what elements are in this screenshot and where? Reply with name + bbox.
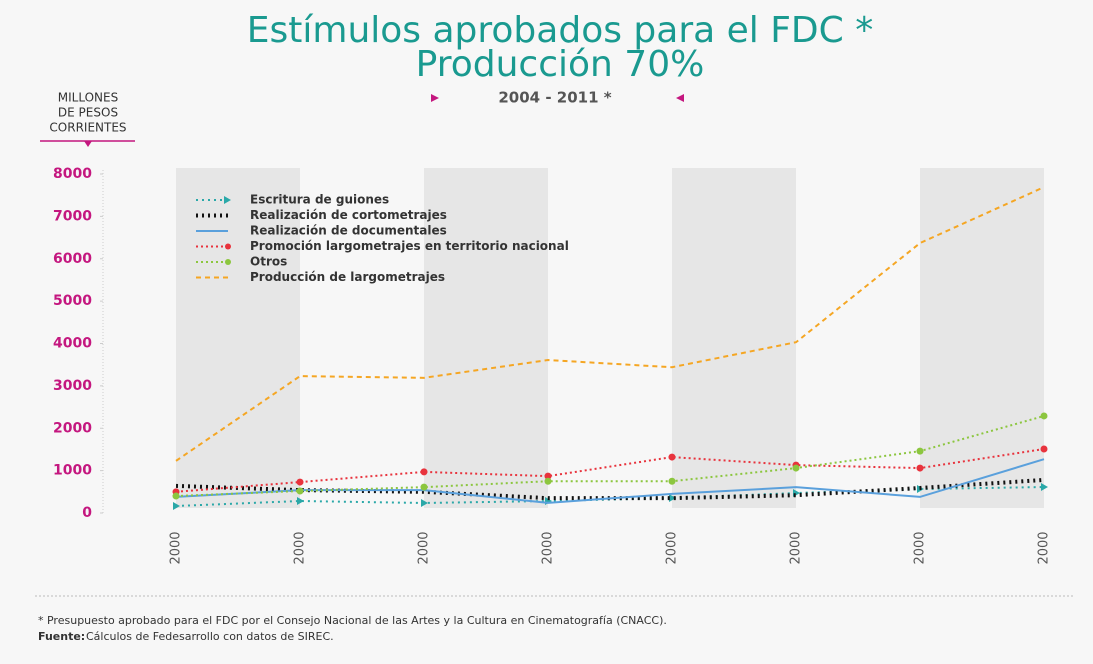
series-line xyxy=(175,486,1045,508)
y-axis-label: CORRIENTES xyxy=(49,121,126,135)
y-tick-label: 2000 xyxy=(53,420,92,436)
band xyxy=(920,168,1044,508)
series-line xyxy=(175,186,1045,462)
marker xyxy=(296,487,304,495)
marker xyxy=(1041,483,1048,492)
marker xyxy=(1040,412,1048,420)
legend-label: Producción de largometrajes xyxy=(250,270,445,284)
y-tick-label: 1000 xyxy=(53,463,92,479)
chart-title: Estímulos aprobados para el FDC * xyxy=(247,10,873,51)
marker xyxy=(421,498,428,507)
y-tick-label: 3000 xyxy=(53,378,92,394)
legend-marker xyxy=(225,243,231,250)
marker xyxy=(916,464,924,472)
marker xyxy=(792,464,800,472)
marker xyxy=(172,492,180,500)
marker xyxy=(297,497,304,506)
series-line xyxy=(175,448,1045,493)
marker xyxy=(296,478,304,486)
marker xyxy=(544,477,552,485)
legend-label: Otros xyxy=(250,255,287,269)
x-tick-label: 2000 xyxy=(1037,531,1052,564)
x-tick-label: 2000 xyxy=(789,531,804,564)
marker xyxy=(420,468,428,476)
legend-marker xyxy=(224,196,231,204)
legend-label: Realización de documentales xyxy=(250,224,447,238)
x-tick-label: 2000 xyxy=(913,531,928,564)
legend-label: Realización de cortometrajes xyxy=(250,208,447,222)
chart-subtitle: Producción 70% xyxy=(416,44,705,85)
period: 2004 - 2011 * xyxy=(498,89,611,107)
legend-label: Escritura de guiones xyxy=(250,193,389,207)
y-tick-label: 5000 xyxy=(53,293,92,309)
band xyxy=(176,168,300,508)
y-tick-label: 8000 xyxy=(53,166,92,182)
source-label: Fuente: xyxy=(38,630,85,643)
legend-label: Promoción largometrajes en territorio na… xyxy=(250,239,569,253)
x-tick-label: 2000 xyxy=(665,531,680,564)
band xyxy=(672,168,796,508)
decor-arrow xyxy=(676,94,684,102)
marker xyxy=(544,472,552,480)
y-tick-label: 7000 xyxy=(53,208,92,224)
x-tick-label: 2000 xyxy=(293,531,308,564)
marker xyxy=(916,447,924,455)
decor-arrow xyxy=(84,141,92,147)
y-tick-label: 4000 xyxy=(53,336,92,352)
decor-arrow xyxy=(431,94,439,102)
marker xyxy=(669,493,676,502)
legend-marker xyxy=(225,259,231,265)
marker xyxy=(173,502,180,511)
marker xyxy=(420,483,428,491)
x-tick-label: 2000 xyxy=(417,531,432,564)
y-tick-label: 6000 xyxy=(53,251,92,267)
x-tick-label: 2000 xyxy=(169,531,184,564)
source: Cálculos de Fedesarrollo con datos de SI… xyxy=(86,630,334,643)
band xyxy=(424,168,548,508)
marker xyxy=(668,477,676,485)
footnote: * Presupuesto aprobado para el FDC por e… xyxy=(38,614,667,627)
y-axis-label: MILLONES xyxy=(58,91,118,105)
series-line xyxy=(175,414,1045,498)
x-tick-label: 2000 xyxy=(541,531,556,564)
y-tick-label: 0 xyxy=(82,505,92,521)
y-axis-label: DE PESOS xyxy=(58,106,118,120)
series-line xyxy=(175,458,1045,504)
marker xyxy=(1040,445,1048,453)
marker xyxy=(668,453,676,461)
